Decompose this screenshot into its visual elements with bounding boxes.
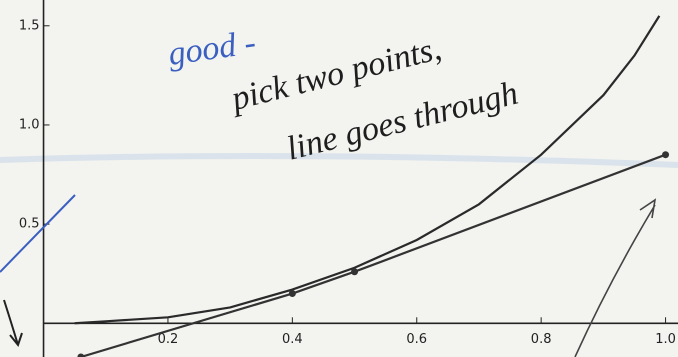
- y-tick-label: 1.5: [19, 18, 40, 33]
- page: 0.20.40.60.81.00.51.01.5good -pick two p…: [0, 0, 678, 357]
- point: [662, 151, 669, 158]
- x-tick-label: 0.8: [531, 332, 552, 347]
- point: [289, 290, 296, 297]
- x-tick-label: 0.6: [406, 332, 427, 347]
- point: [351, 268, 358, 275]
- x-tick-label: 0.4: [282, 332, 303, 347]
- y-tick-label: 0.5: [19, 217, 40, 232]
- x-tick-label: 1.0: [655, 332, 676, 347]
- chart: 0.20.40.60.81.00.51.01.5good -pick two p…: [0, 0, 678, 357]
- y-tick-label: 1.0: [19, 117, 40, 132]
